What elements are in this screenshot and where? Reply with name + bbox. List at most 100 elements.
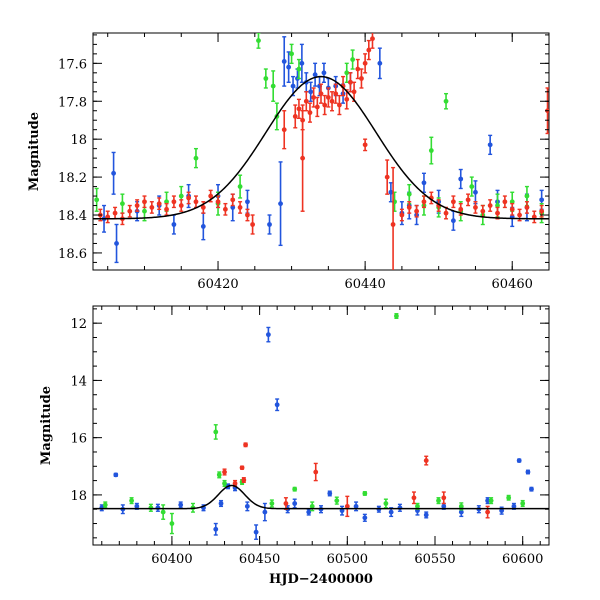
point-marker [169, 521, 175, 526]
y-tick-label: 14 [70, 374, 87, 389]
point-marker [308, 89, 314, 95]
point-marker [327, 491, 333, 496]
data-point [334, 496, 340, 505]
data-point [366, 39, 372, 61]
point-marker [366, 47, 372, 53]
point-marker [443, 210, 449, 216]
model-curve [93, 484, 549, 510]
point-marker [262, 509, 268, 515]
point-marker [473, 189, 478, 195]
point-marker [524, 193, 530, 199]
data-point [506, 494, 512, 501]
point-marker [362, 60, 368, 66]
point-marker [329, 98, 335, 104]
point-marker [314, 104, 320, 110]
data-point [269, 499, 275, 508]
series-2 [97, 33, 549, 270]
data-point [111, 151, 116, 195]
data-point [262, 502, 268, 522]
data-point [178, 199, 184, 212]
data-point [300, 104, 306, 212]
data-point [281, 110, 287, 150]
data-point [406, 201, 412, 214]
point-marker [111, 170, 116, 176]
top-plot-frame [92, 32, 550, 271]
data-point [333, 83, 339, 104]
point-marker [289, 51, 294, 57]
point-marker [423, 512, 429, 518]
point-marker [480, 208, 486, 214]
x-tick-label: 60400 [151, 552, 192, 567]
point-marker [313, 469, 319, 475]
point-marker [142, 208, 147, 214]
x-tick-label: 60600 [502, 552, 543, 567]
data-point [169, 512, 175, 535]
data-point [149, 201, 155, 214]
point-marker [142, 199, 147, 205]
series-0 [99, 326, 534, 540]
point-marker [450, 218, 456, 224]
data-point [529, 486, 534, 492]
data-point [114, 223, 119, 264]
point-marker [388, 509, 394, 515]
data-point [488, 497, 494, 505]
data-point [129, 497, 134, 505]
data-point [502, 195, 508, 209]
bottom-axes: 60400 60450 60500 60550 60600 12 14 16 18 [70, 306, 549, 567]
point-marker [296, 66, 302, 72]
data-point [309, 501, 315, 512]
data-point [281, 36, 287, 87]
top-axes: 60420 60440 60460 17.6 17.8 18 18.2 18.4 18.6 [58, 33, 550, 292]
data-point [256, 33, 261, 49]
point-marker [286, 64, 292, 70]
point-marker [370, 36, 375, 42]
point-marker [339, 508, 345, 514]
point-marker [281, 59, 287, 64]
point-marker [148, 505, 154, 511]
data-point [193, 147, 199, 169]
point-marker [200, 205, 206, 210]
series-2 [222, 442, 491, 519]
data-point [399, 208, 405, 222]
data-point [414, 204, 420, 218]
point-marker [394, 313, 399, 319]
data-point [318, 83, 324, 104]
point-marker [171, 222, 177, 227]
point-marker [241, 477, 247, 483]
point-marker [458, 176, 464, 182]
point-marker [388, 189, 394, 195]
data-point [134, 199, 140, 212]
data-point [265, 326, 271, 343]
y-tick-label: 17.6 [58, 57, 87, 72]
data-point [213, 522, 219, 536]
point-marker [511, 503, 517, 509]
point-marker [112, 210, 118, 216]
point-marker [421, 180, 427, 186]
point-marker [178, 203, 184, 208]
data-point [245, 208, 250, 222]
point-marker [283, 501, 289, 506]
point-marker [397, 505, 403, 511]
y-tick-label: 16 [70, 432, 87, 447]
data-point [216, 471, 222, 479]
point-marker [344, 503, 350, 509]
point-marker [114, 241, 119, 246]
point-marker [336, 102, 342, 108]
data-point [362, 138, 368, 152]
data-point [155, 503, 161, 512]
point-marker [215, 199, 221, 205]
point-marker [344, 96, 350, 102]
point-marker [265, 332, 271, 338]
data-point [450, 195, 456, 209]
point-marker [355, 66, 361, 72]
point-marker [441, 503, 447, 509]
point-marker [353, 503, 359, 509]
point-marker [499, 508, 505, 514]
point-marker [178, 502, 184, 508]
data-point [200, 212, 206, 241]
point-marker [495, 210, 500, 216]
data-point [160, 504, 166, 520]
point-marker [237, 184, 243, 189]
data-point [253, 524, 259, 540]
bottom-plot-frame [92, 305, 550, 546]
